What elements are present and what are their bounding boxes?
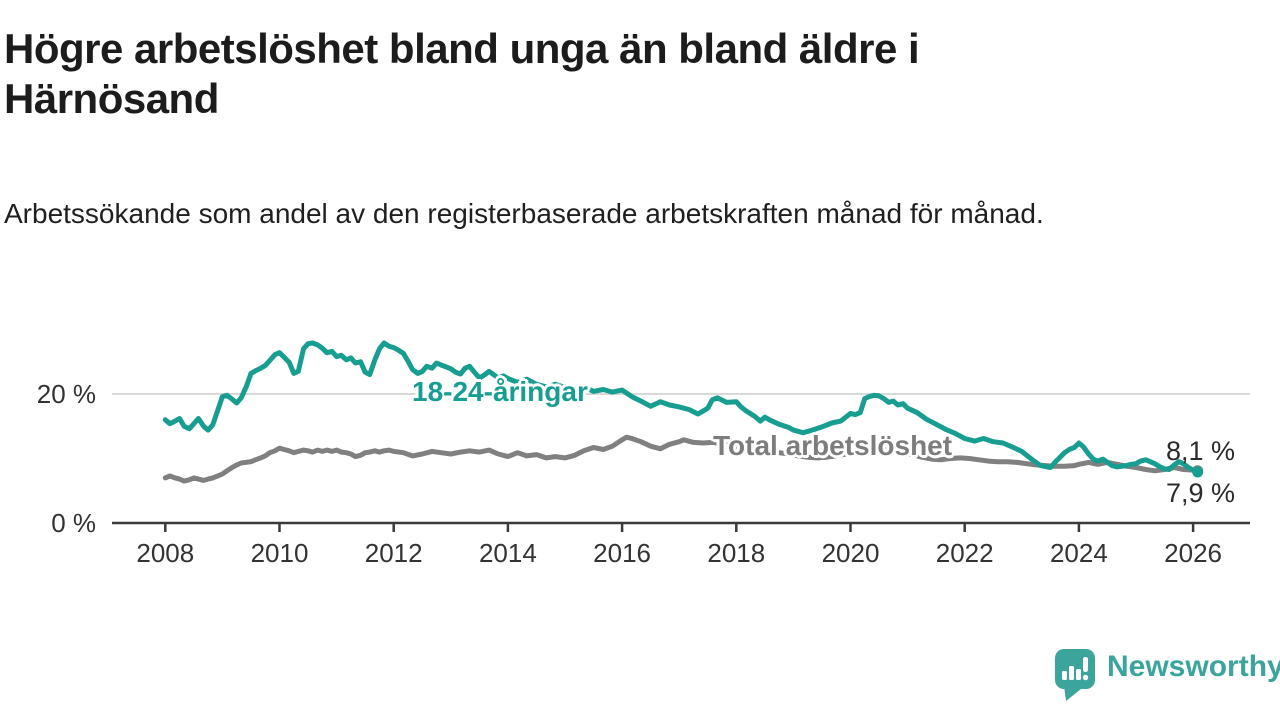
page-title-line2: Härnösand (4, 75, 219, 122)
x-tick-label: 2020 (822, 538, 880, 568)
x-tick-label: 2016 (593, 538, 651, 568)
x-tick-label: 2014 (479, 538, 537, 568)
x-tick-label: 2010 (251, 538, 309, 568)
end-value-label-young: 7,9 % (1166, 478, 1236, 508)
logo-bar-1 (1062, 671, 1067, 680)
x-tick-label: 2012 (365, 538, 423, 568)
end-value-label-total: 8,1 % (1166, 436, 1236, 466)
x-tick-label: 2024 (1050, 538, 1108, 568)
newsworthy-logo-icon (1055, 649, 1095, 701)
series-label-total: Total arbetslöshet (713, 430, 953, 461)
page-title: Högre arbetslöshet bland unga än bland ä… (4, 24, 1234, 124)
x-tick-label: 2022 (936, 538, 994, 568)
logo-bar-2 (1069, 666, 1074, 680)
x-tick-label: 2018 (707, 538, 765, 568)
y-tick-label: 0 % (51, 508, 96, 538)
logo-bar-3 (1076, 669, 1081, 680)
series-line-young (162, 340, 1201, 475)
x-tick-label: 2008 (136, 538, 194, 568)
series-end-dot-young (1192, 466, 1204, 478)
page-subtitle: Arbetssökande som andel av den registerb… (4, 198, 1044, 229)
page-title-line1: Högre arbetslöshet bland unga än bland ä… (4, 25, 920, 72)
newsworthy-logo-text: Newsworthy (1107, 650, 1280, 683)
logo-exclamation-dot (1082, 674, 1089, 681)
series-line-total (162, 434, 1201, 484)
logo-exclamation-bar (1083, 657, 1088, 672)
x-tick-label: 2026 (1164, 538, 1222, 568)
y-tick-label: 20 % (37, 379, 96, 409)
newsworthy-logo: Newsworthy (1054, 648, 1280, 702)
series-label-young: 18-24-åringar (412, 376, 588, 407)
